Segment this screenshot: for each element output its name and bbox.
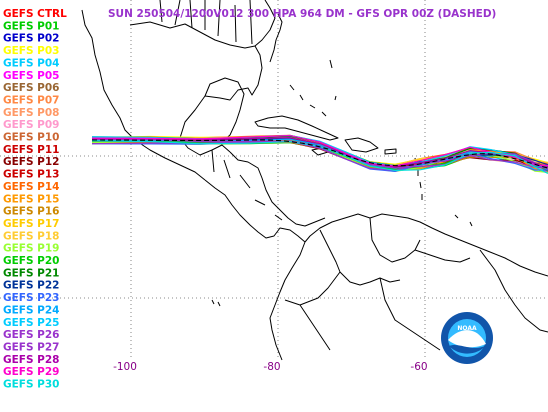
longitude-tick-labels: -100 -80 -60 [113,361,428,373]
small-islands [454,214,473,227]
legend-item: GEFS P03 [3,45,60,57]
gulf-coast [129,21,263,156]
legend-item: GEFS P09 [3,119,60,131]
legend-item: GEFS P28 [3,354,60,366]
lon-tick-label: -80 [263,361,280,373]
noaa-logo-text: NOAA [457,325,477,332]
legend-item: GEFS P19 [3,243,60,255]
legend-item: GEFS P06 [3,82,60,94]
cuba [254,115,339,141]
legend-item: GEFS P04 [3,57,60,69]
hispaniola [344,137,379,153]
legend-item: GEFS P08 [3,107,60,119]
ensemble-contour [91,140,548,172]
puerto-rico [384,148,397,155]
legend-item: GEFS P02 [3,33,60,45]
central-america-caribbean [229,151,326,227]
lon-tick-label: -100 [113,361,137,373]
yucatan-coast [204,77,245,143]
legend-item: GEFS P22 [3,280,60,292]
south-america-borders [284,217,471,351]
galapagos [211,299,221,307]
legend-item: GEFS P01 [3,20,60,32]
florida-peninsula [269,13,283,63]
ensemble-contour [91,140,548,174]
mexico-pacific-coast [81,9,206,181]
map-title: SUN 250504/1200V012 300 HPA 964 DM - GFS… [108,8,496,20]
legend-item: GEFS P17 [3,218,60,230]
noaa-logo-wave [449,345,485,354]
legend-item: GEFS P20 [3,255,60,267]
noaa-logo-bird [448,330,486,348]
bahamas [289,59,337,117]
lat-lon-grid [0,0,548,360]
legend-item: GEFS P30 [3,379,60,391]
florida-coast [254,0,276,47]
gfs-opr-dashed-contour [91,139,548,169]
legend-item: GEFS P13 [3,169,60,181]
legend-item: GEFS P07 [3,94,60,106]
legend-item: GEFS CTRL [3,8,67,20]
legend-item: GEFS P16 [3,206,60,218]
legend-item: GEFS P26 [3,329,60,341]
legend-item: GEFS P24 [3,304,60,316]
legend-item: GEFS P05 [3,70,60,82]
brazil-east [479,249,548,333]
legend-item: GEFS P25 [3,317,60,329]
south-america-coast [304,213,548,277]
legend-item: GEFS P10 [3,132,60,144]
noaa-logo: NOAA [441,312,493,364]
legend-item: GEFS P29 [3,366,60,378]
central-america-coast [204,179,306,243]
south-america-pacific [269,241,306,361]
coastlines [81,0,548,361]
legend-item: GEFS P12 [3,156,60,168]
legend-item: GEFS P23 [3,292,60,304]
lon-tick-label: -60 [410,361,427,373]
central-america-borders [211,149,283,221]
spaghetti-contours [91,134,548,174]
legend-item: GEFS P18 [3,230,60,242]
legend-item: GEFS P11 [3,144,60,156]
us-state-borders [159,0,253,45]
legend-item: GEFS P14 [3,181,60,193]
legend-item: GEFS P27 [3,341,60,353]
legend-item: GEFS P15 [3,193,60,205]
legend-item: GEFS P21 [3,267,60,279]
